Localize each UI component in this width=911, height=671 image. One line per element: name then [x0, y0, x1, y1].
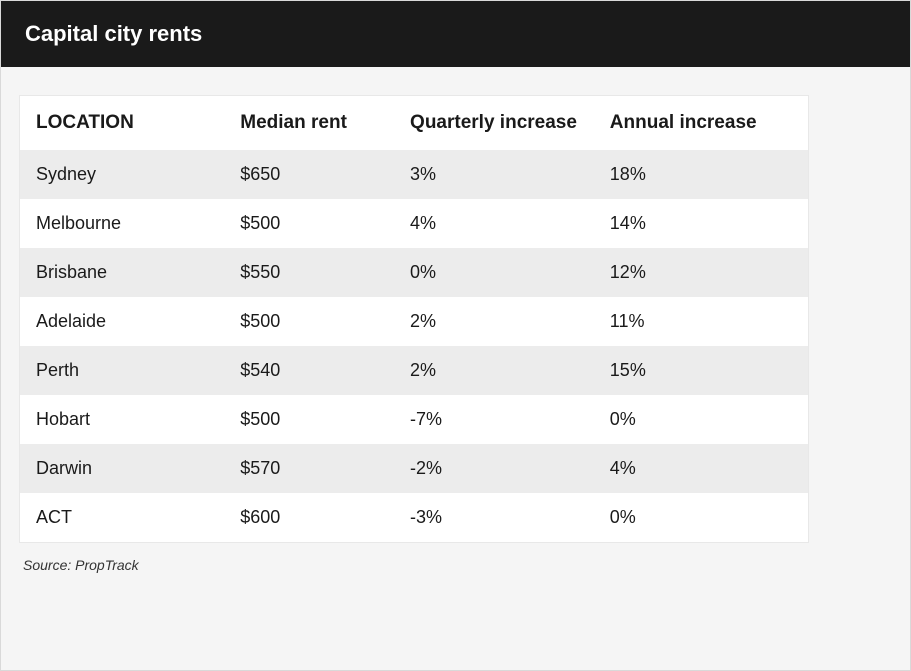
cell-median: $540 — [224, 346, 394, 395]
cell-location: Hobart — [20, 395, 225, 444]
cell-location: ACT — [20, 493, 225, 543]
cell-quarterly: 4% — [394, 199, 594, 248]
cell-annual: 0% — [594, 493, 809, 543]
content-area: LOCATION Median rent Quarterly increase … — [1, 67, 910, 599]
cell-median: $570 — [224, 444, 394, 493]
cell-median: $500 — [224, 395, 394, 444]
rents-table: LOCATION Median rent Quarterly increase … — [19, 95, 809, 543]
cell-location: Adelaide — [20, 297, 225, 346]
page-title: Capital city rents — [25, 21, 202, 46]
cell-median: $500 — [224, 199, 394, 248]
cell-quarterly: -3% — [394, 493, 594, 543]
cell-quarterly: 2% — [394, 297, 594, 346]
cell-location: Melbourne — [20, 199, 225, 248]
cell-annual: 11% — [594, 297, 809, 346]
table-row: Melbourne$5004%14% — [20, 199, 809, 248]
cell-median: $550 — [224, 248, 394, 297]
table-header-row: LOCATION Median rent Quarterly increase … — [20, 96, 809, 151]
cell-quarterly: -7% — [394, 395, 594, 444]
cell-quarterly: 2% — [394, 346, 594, 395]
header-bar: Capital city rents — [1, 1, 910, 67]
col-quarterly: Quarterly increase — [394, 96, 594, 151]
table-row: Brisbane$5500%12% — [20, 248, 809, 297]
cell-quarterly: 3% — [394, 150, 594, 199]
cell-location: Perth — [20, 346, 225, 395]
cell-quarterly: 0% — [394, 248, 594, 297]
cell-location: Sydney — [20, 150, 225, 199]
col-annual: Annual increase — [594, 96, 809, 151]
cell-median: $650 — [224, 150, 394, 199]
table-row: Darwin$570-2%4% — [20, 444, 809, 493]
table-body: Sydney$6503%18% Melbourne$5004%14% Brisb… — [20, 150, 809, 543]
cell-annual: 12% — [594, 248, 809, 297]
table-row: Perth$5402%15% — [20, 346, 809, 395]
table-row: Sydney$6503%18% — [20, 150, 809, 199]
source-text: Source: PropTrack — [19, 543, 892, 587]
table-row: Adelaide$5002%11% — [20, 297, 809, 346]
cell-quarterly: -2% — [394, 444, 594, 493]
col-location: LOCATION — [20, 96, 225, 151]
table-row: Hobart$500-7%0% — [20, 395, 809, 444]
col-median: Median rent — [224, 96, 394, 151]
cell-annual: 4% — [594, 444, 809, 493]
cell-location: Darwin — [20, 444, 225, 493]
cell-annual: 15% — [594, 346, 809, 395]
cell-annual: 14% — [594, 199, 809, 248]
cell-median: $600 — [224, 493, 394, 543]
cell-annual: 0% — [594, 395, 809, 444]
cell-annual: 18% — [594, 150, 809, 199]
cell-location: Brisbane — [20, 248, 225, 297]
table-row: ACT$600-3%0% — [20, 493, 809, 543]
cell-median: $500 — [224, 297, 394, 346]
